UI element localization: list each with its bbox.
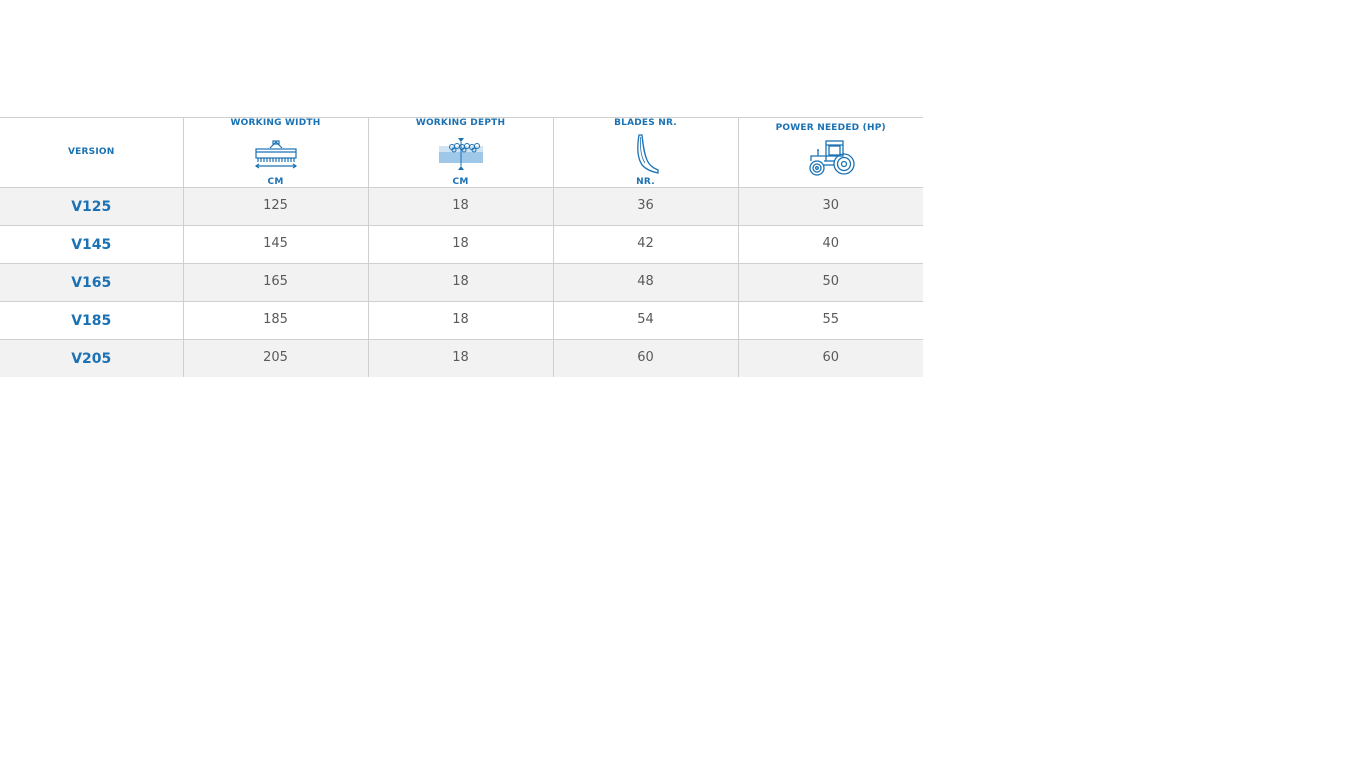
table-row: V165 165 18 48 50 [0,263,923,302]
version-cell: V165 [0,263,183,302]
header-working-depth: WORKING DEPTH [367,117,553,188]
power-cell: 60 [737,339,923,377]
tractor-icon [739,138,924,178]
width-cell: 185 [182,301,368,340]
version-cell: V125 [0,187,183,226]
blades-cell: 60 [552,339,738,377]
version-cell: V145 [0,225,183,264]
table-row: V125 125 18 36 30 [0,187,923,226]
depth-cell: 18 [367,263,553,302]
table-header-row: VERSION WORKING WIDTH [0,117,924,188]
table-row: V145 145 18 42 40 [0,225,923,264]
header-blades-label: BLADES NR. [614,118,677,128]
blades-cell: 48 [552,263,738,302]
depth-cell: 18 [367,225,553,264]
blade-icon [554,134,738,174]
blades-cell: 42 [552,225,738,264]
specifications-table: VERSION WORKING WIDTH [0,117,923,377]
depth-cell: 18 [367,339,553,377]
header-version-label: VERSION [68,147,115,157]
working-depth-icon [369,134,553,174]
header-working-depth-unit: CM [452,177,469,187]
header-power: POWER NEEDED (HP) [737,117,924,188]
header-working-width: WORKING WIDTH [182,117,368,188]
table-row: V185 185 18 54 55 [0,301,923,340]
version-cell: V185 [0,301,183,340]
working-width-icon [184,134,368,174]
depth-cell: 18 [367,301,553,340]
width-cell: 165 [182,263,368,302]
blades-cell: 54 [552,301,738,340]
width-cell: 145 [182,225,368,264]
width-cell: 205 [182,339,368,377]
blades-cell: 36 [552,187,738,226]
header-working-width-label: WORKING WIDTH [230,118,321,128]
header-working-width-unit: CM [267,177,284,187]
power-cell: 30 [737,187,923,226]
power-cell: 50 [737,263,923,302]
header-version: VERSION [0,117,183,188]
power-cell: 55 [737,301,923,340]
power-cell: 40 [737,225,923,264]
version-cell: V205 [0,339,183,377]
header-blades: BLADES NR. NR. [552,117,738,188]
header-blades-unit: NR. [636,177,655,187]
width-cell: 125 [182,187,368,226]
header-power-label: POWER NEEDED (HP) [775,123,886,133]
depth-cell: 18 [367,187,553,226]
table-row: V205 205 18 60 60 [0,339,923,377]
header-working-depth-label: WORKING DEPTH [415,118,506,128]
